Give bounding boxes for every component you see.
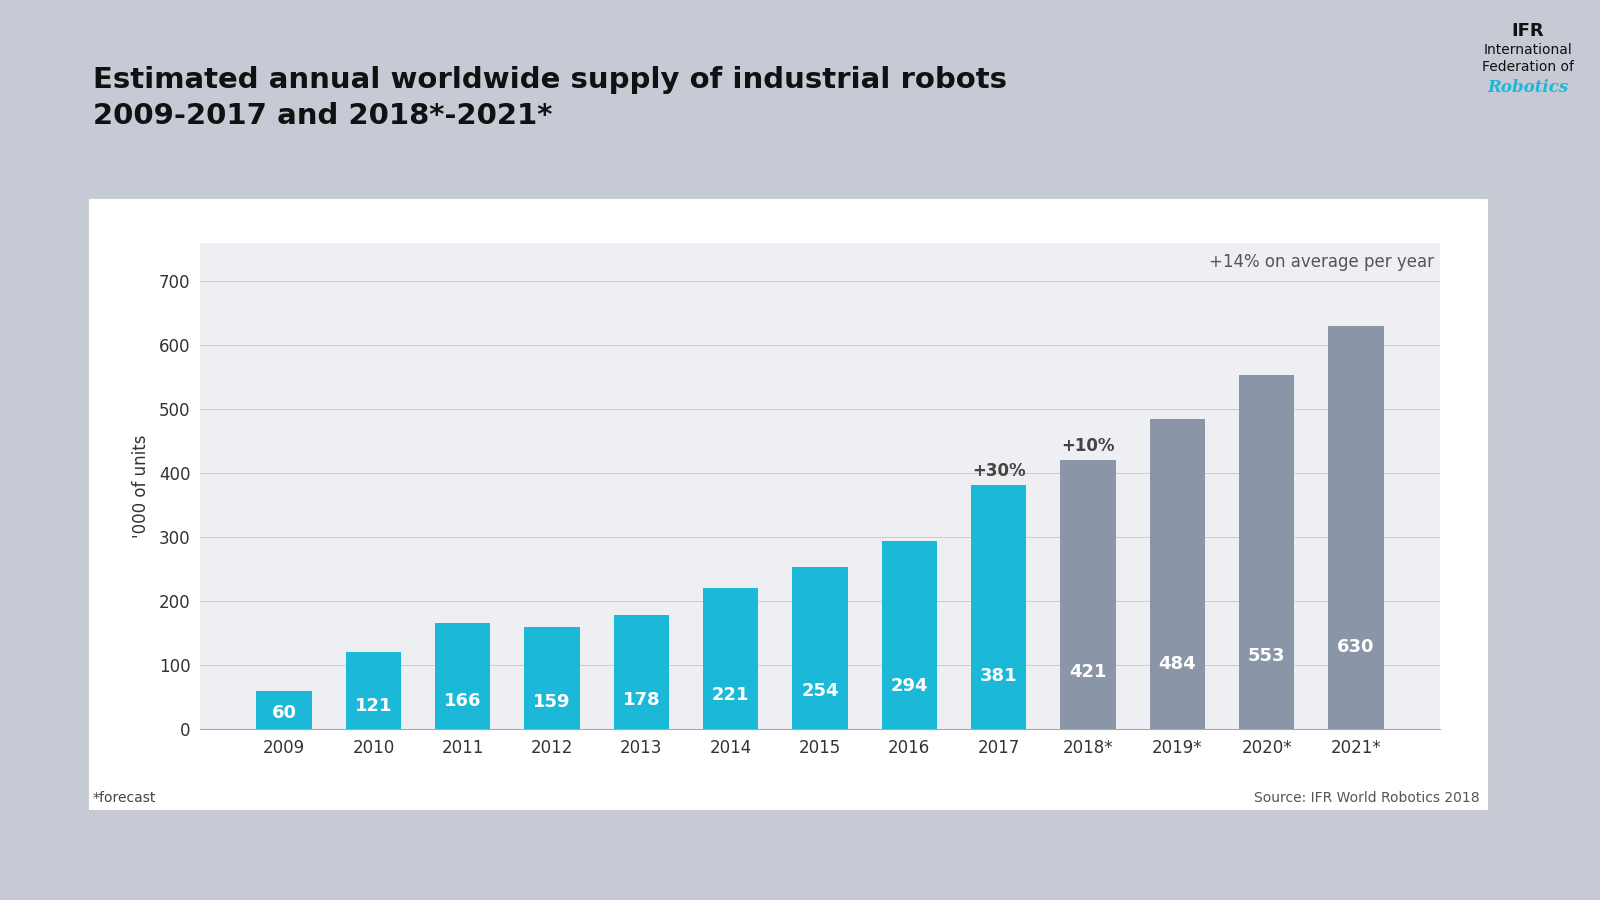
Text: 630: 630 (1338, 638, 1374, 656)
Bar (1150, 419, 1205, 729)
Text: 421: 421 (1069, 662, 1107, 680)
Text: *forecast: *forecast (93, 791, 157, 806)
Text: 2009-2017 and 2018*-2021*: 2009-2017 and 2018*-2021* (93, 103, 552, 130)
Bar (346, 652, 402, 729)
Bar (792, 567, 848, 729)
Text: 121: 121 (355, 698, 392, 716)
Text: 60: 60 (272, 704, 296, 722)
Y-axis label: '000 of units: '000 of units (133, 435, 150, 537)
Bar (971, 485, 1026, 729)
Bar (256, 690, 312, 729)
Bar (614, 616, 669, 729)
Text: 159: 159 (533, 693, 571, 711)
Text: Source: IFR World Robotics 2018: Source: IFR World Robotics 2018 (1254, 791, 1480, 806)
Text: IFR: IFR (1512, 22, 1544, 40)
Text: 178: 178 (622, 690, 661, 708)
Text: Federation of: Federation of (1482, 60, 1574, 75)
Text: Robotics: Robotics (1488, 79, 1568, 96)
Text: International: International (1483, 43, 1573, 58)
Bar (1328, 326, 1384, 729)
Text: 484: 484 (1158, 655, 1197, 673)
Bar (1238, 375, 1294, 729)
Bar (702, 588, 758, 729)
Text: 166: 166 (443, 692, 482, 710)
Text: 294: 294 (891, 677, 928, 695)
Text: +30%: +30% (971, 463, 1026, 481)
Text: 381: 381 (979, 667, 1018, 685)
Bar (882, 541, 938, 729)
Bar (525, 627, 579, 729)
Text: 254: 254 (802, 682, 838, 700)
Text: 221: 221 (712, 686, 749, 704)
Text: +10%: +10% (1061, 436, 1115, 454)
Text: Estimated annual worldwide supply of industrial robots: Estimated annual worldwide supply of ind… (93, 67, 1006, 94)
Bar (435, 623, 490, 729)
Text: +14% on average per year: +14% on average per year (1210, 253, 1434, 271)
Text: 553: 553 (1248, 647, 1285, 665)
Bar (1061, 460, 1115, 729)
